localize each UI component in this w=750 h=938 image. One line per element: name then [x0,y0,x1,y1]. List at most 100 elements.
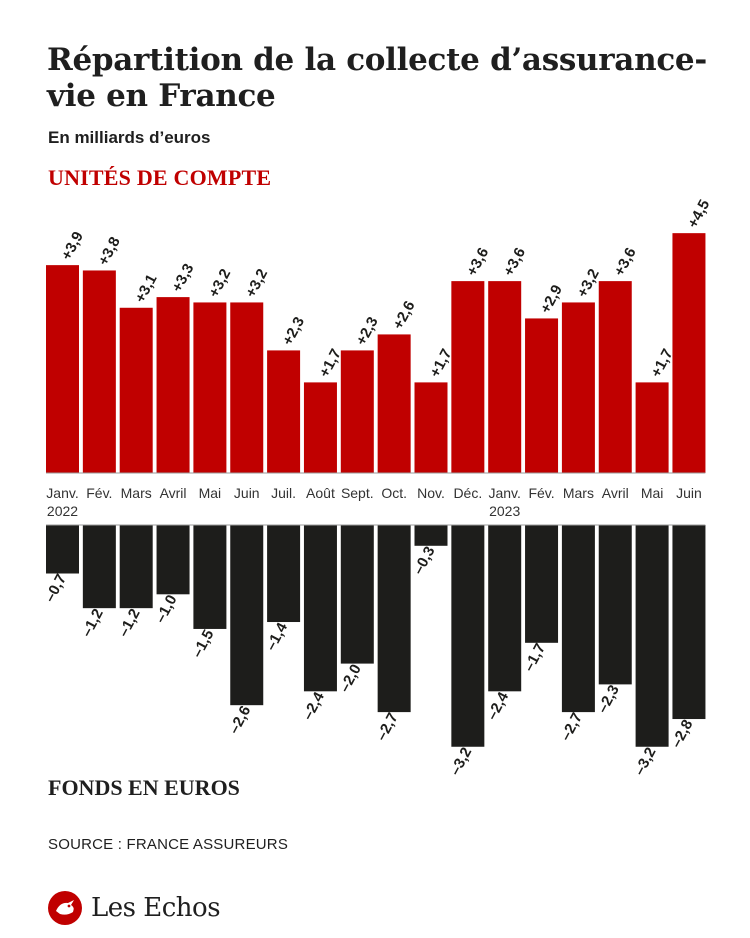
x-tick-label: Mai [199,485,222,501]
data-label-euros: –2,7 [557,710,586,744]
data-label-euros: –1,0 [152,592,181,626]
data-label-uc: +3,2 [574,266,603,300]
x-tick-label: Fév. [86,485,112,501]
bar-uc [156,297,190,473]
data-label-euros: –1,4 [262,619,291,653]
data-label-uc: +3,1 [132,272,161,306]
x-tick-label: Janv. [46,485,78,501]
bar-euros [303,525,337,692]
data-label-euros: –2,4 [484,689,513,723]
bar-euros [525,525,559,643]
bar-uc [488,281,522,473]
series-label-uc: UNITÉS DE COMPTE [48,165,272,190]
data-label-uc: +3,2 [242,266,271,300]
bar-uc [414,382,448,473]
bar-uc [46,265,79,473]
data-label-euros: –2,8 [668,717,697,751]
data-label-euros: –2,0 [336,661,365,695]
bar-euros [193,525,227,629]
data-label-euros: –0,7 [41,571,70,605]
bar-euros [156,525,190,595]
bar-uc [598,281,632,473]
bar-uc [525,318,559,473]
x-tick-label: Mars [121,485,152,501]
brand-logo: Les Echos [48,888,221,928]
chart-subtitle: En milliards d’euros [48,128,211,147]
bar-uc [451,281,485,473]
data-label-uc: +3,3 [169,261,198,295]
bar-euros [230,525,264,706]
x-tick-label: Avril [160,485,187,501]
data-label-euros: –1,7 [520,641,549,675]
source-note: SOURCE : FRANCE ASSUREURS [48,836,289,853]
x-tick-label: Juil. [271,485,296,501]
x-tick-label: Déc. [453,485,482,501]
bar-uc [561,302,595,473]
x-tick-label: Sept. [341,485,374,501]
chart-title: Répartition de la collecte d’assurance-v… [47,42,707,114]
bar-euros [561,525,595,713]
data-label-uc: +3,6 [463,245,492,279]
data-label-euros: –1,5 [189,627,218,661]
data-label-uc: +3,6 [500,245,529,279]
bar-uc [267,350,301,473]
x-year-label: 2022 [47,503,78,519]
x-tick-label: Janv. [488,485,520,501]
bar-euros [377,525,411,713]
data-label-uc: +2,3 [353,314,382,348]
data-label-uc: +2,3 [279,314,308,348]
x-tick-label: Mars [563,485,594,501]
bar-euros [672,525,706,720]
x-tick-label: Mai [641,485,664,501]
data-label-uc: +4,5 [684,197,713,231]
brand-mark-icon [48,891,82,925]
data-label-euros: –2,7 [373,710,402,744]
bar-euros [267,525,301,623]
data-label-euros: –3,2 [631,745,660,779]
bar-uc [193,302,227,473]
bar-euros [635,525,669,747]
bar-euros [340,525,374,664]
data-label-euros: –1,2 [78,606,107,640]
series-label-euros: FONDS EN EUROS [48,775,240,800]
data-label-uc: +3,6 [611,245,640,279]
bar-euros [82,525,116,609]
data-label-uc: +3,9 [58,229,87,263]
bar-uc [119,307,153,473]
x-tick-label: Nov. [417,485,445,501]
data-label-euros: –2,4 [299,689,328,723]
data-label-euros: –2,3 [594,682,623,716]
bar-uc [230,302,264,473]
bar-uc [377,334,411,473]
bar-euros [488,525,522,692]
x-tick-label: Oct. [381,485,407,501]
data-label-uc: +2,9 [537,282,566,316]
bar-uc [303,382,337,473]
data-label-euros: –3,2 [447,745,476,779]
data-label-euros: –1,2 [115,606,144,640]
data-label-uc: +1,7 [427,346,456,380]
data-label-uc: +1,7 [316,346,345,380]
x-tick-label: Fév. [528,485,554,501]
bar-uc [672,233,706,473]
bar-uc [635,382,669,473]
data-label-uc: +3,8 [95,234,124,268]
data-label-euros: –0,3 [410,544,439,578]
bar-euros [414,525,448,546]
bar-euros [598,525,632,685]
bar-uc [82,270,116,473]
x-tick-label: Avril [602,485,629,501]
bar-uc [340,350,374,473]
data-label-uc: +3,2 [205,266,234,300]
x-tick-label: Juin [234,485,260,501]
bar-euros [46,525,79,574]
x-tick-label: Juin [676,485,702,501]
data-label-uc: +2,6 [390,298,419,332]
x-tick-label: Août [306,485,335,501]
data-label-euros: –2,6 [226,703,255,737]
bar-euros [451,525,485,747]
x-year-label: 2023 [489,503,520,519]
data-label-uc: +1,7 [648,346,677,380]
bar-euros [119,525,153,609]
